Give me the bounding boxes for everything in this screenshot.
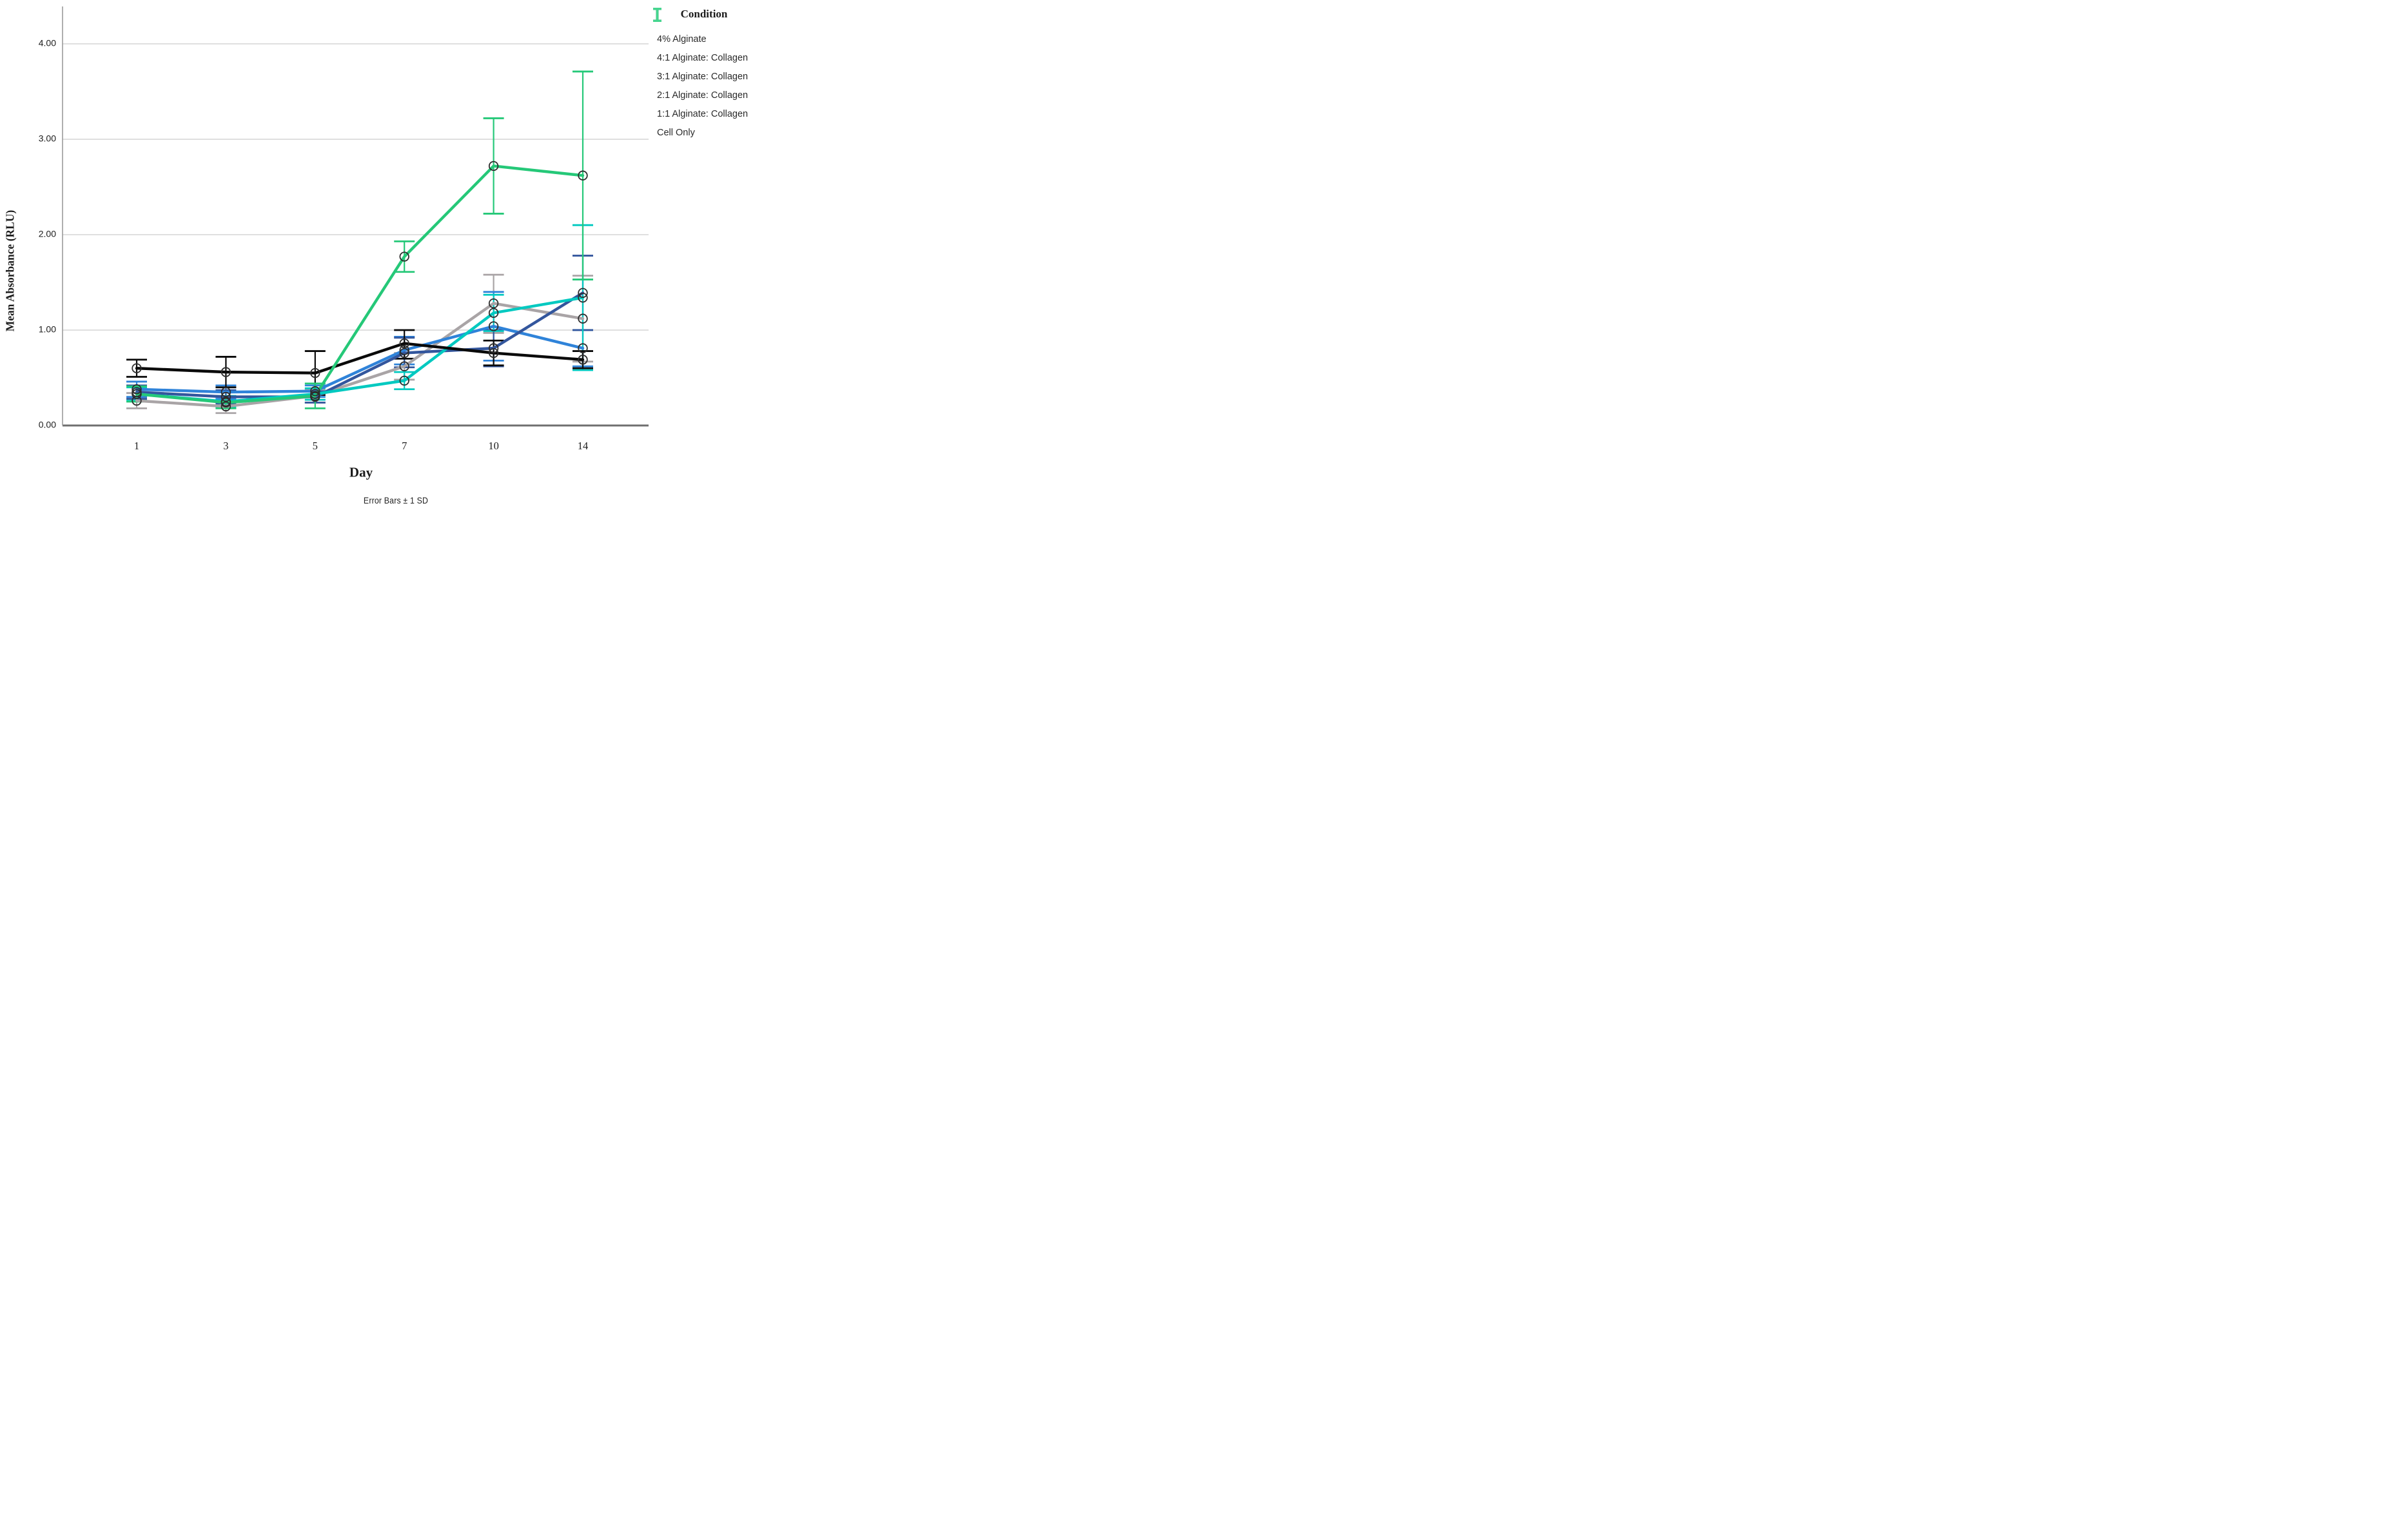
legend-item: 4% Alginate: [652, 8, 798, 48]
legend-items: 4% Alginate 4:1 Alginate: Collagen 3:1 Alg…: [652, 8, 798, 142]
legend-item-label: 4% Alginate: [657, 34, 707, 44]
series-line-3: [135, 296, 585, 404]
data-point-marker-3: [578, 292, 588, 303]
data-point-marker-2: [578, 288, 588, 298]
error-bar-icon: [653, 8, 661, 22]
data-point-marker-0: [488, 298, 499, 309]
data-point-marker-4: [399, 338, 409, 349]
x-tick-label: 5: [313, 440, 318, 452]
data-point-marker-1: [132, 384, 142, 395]
y-tick-label: 4.00: [39, 38, 56, 48]
data-point-marker-4: [220, 367, 231, 377]
data-point-marker-2: [399, 347, 409, 358]
data-point-marker-5: [220, 397, 231, 408]
data-point-marker-1: [488, 321, 499, 331]
legend-item-label: 3:1 Alginate: Collagen: [657, 71, 749, 82]
legend-title: Condition: [680, 8, 728, 20]
legend-item-label: 2:1 Alginate: Collagen: [657, 90, 749, 101]
data-point-marker-4: [310, 367, 320, 378]
data-point-marker-5: [488, 161, 499, 171]
x-tick-label: 1: [134, 440, 139, 452]
data-point-marker-1: [220, 387, 231, 397]
y-tick-label: 0.00: [39, 420, 56, 430]
error-bar-footnote: Error Bars ± 1 SD: [363, 495, 429, 505]
legend-item: 3:1 Alginate: Collagen: [652, 8, 798, 86]
legend-item-label: 4:1 Alginate: Collagen: [657, 52, 749, 63]
data-point-marker-5: [578, 170, 588, 181]
y-tick-label: 2.00: [39, 229, 56, 239]
legend-item: 4:1 Alginate: Collagen: [652, 8, 798, 67]
data-point-marker-4: [578, 355, 588, 365]
data-point-marker-1: [399, 345, 409, 355]
legend-item: 1:1 Alginate: Collagen: [652, 8, 798, 123]
data-point-marker-0: [578, 313, 588, 324]
x-axis-title: Day: [349, 464, 373, 480]
x-tick-label: 10: [488, 440, 499, 452]
series-line-5: [135, 164, 585, 404]
legend-item: 2:1 Alginate: Collagen: [652, 8, 798, 104]
y-tick-label: 3.00: [39, 133, 56, 144]
data-point-marker-5: [132, 389, 142, 399]
x-tick-label: 3: [223, 440, 228, 452]
data-point-marker-4: [132, 363, 142, 373]
y-axis-title: Mean Absorbance (RLU): [3, 210, 17, 332]
data-point-marker-5: [310, 391, 320, 401]
data-point-marker-2: [220, 391, 231, 402]
x-tick-label: 14: [578, 440, 589, 452]
series-line-1: [135, 324, 585, 394]
series-line-2: [135, 291, 585, 398]
y-tick-label: 1.00: [39, 324, 56, 335]
data-point-marker-3: [399, 375, 409, 386]
legend-item-label: Cell Only: [657, 127, 695, 138]
x-tick-label: 7: [402, 440, 407, 452]
data-point-marker-0: [220, 401, 231, 412]
data-point-marker-1: [310, 386, 320, 396]
data-point-marker-0: [399, 361, 409, 371]
plot-area: 0.00 1.00 2.00 3.00 4.00 1 3 5 7 10 14: [39, 6, 649, 452]
legend-item-label: 1:1 Alginate: Collagen: [657, 108, 749, 119]
data-point-marker-4: [488, 347, 499, 358]
legend: Condition 4% Alginate 4:1 Alginate: Colla…: [652, 8, 798, 142]
data-point-marker-2: [488, 343, 499, 353]
series-line-4: [135, 342, 585, 375]
data-point-marker-1: [578, 343, 588, 353]
data-point-marker-5: [399, 251, 409, 262]
line-chart-figure: 0.00 1.00 2.00 3.00 4.00 1 3 5 7 10 14 Mean Absorb…: [0, 0, 803, 512]
data-point-marker-3: [488, 308, 499, 318]
legend-item: Cell Only: [652, 8, 798, 142]
series-line-0: [135, 302, 585, 408]
